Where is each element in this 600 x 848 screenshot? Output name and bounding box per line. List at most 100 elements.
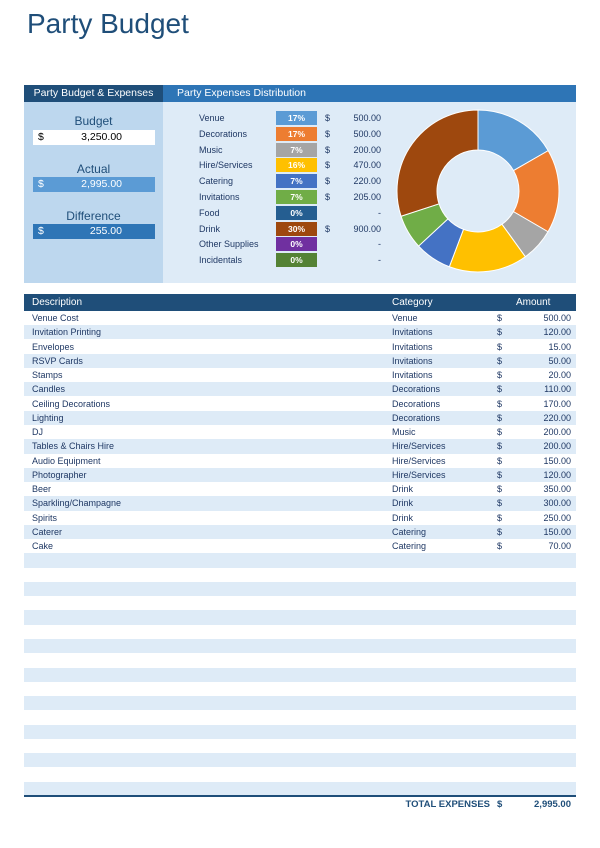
- row-category: Decorations: [392, 384, 441, 395]
- table-row[interactable]: [24, 568, 576, 582]
- row-amount: 70.00: [548, 541, 571, 552]
- row-description: Sparkling/Champagne: [32, 498, 122, 509]
- row-category: Drink: [392, 484, 414, 495]
- row-currency: $: [497, 512, 503, 523]
- distribution-amount: -: [378, 239, 381, 250]
- table-row[interactable]: Spirits Drink $250.00: [24, 511, 576, 525]
- table-row[interactable]: Envelopes Invitations $15.00: [24, 340, 576, 354]
- budget-expenses-header: Party Budget & Expenses: [24, 85, 163, 102]
- table-row[interactable]: [24, 696, 576, 711]
- distribution-amount: 470.00: [353, 160, 381, 171]
- table-row[interactable]: [24, 767, 576, 781]
- row-category: Hire/Services: [392, 469, 446, 480]
- table-row[interactable]: [24, 682, 576, 696]
- row-description: Stamps: [32, 370, 63, 381]
- header-band: Party Budget & Expenses Party Expenses D…: [24, 85, 576, 102]
- row-description: Spirits: [32, 512, 58, 523]
- table-row[interactable]: Cake Catering $70.00: [24, 539, 576, 553]
- difference-currency: $: [38, 225, 44, 237]
- table-row[interactable]: Ceiling Decorations Decorations $170.00: [24, 397, 576, 411]
- table-row[interactable]: DJ Music $200.00: [24, 425, 576, 439]
- row-currency: $: [497, 526, 503, 537]
- table-row[interactable]: [24, 610, 576, 625]
- row-description: Cake: [32, 541, 54, 552]
- difference-field: $ 255.00: [33, 224, 155, 239]
- row-currency: $: [497, 541, 503, 552]
- row-amount: 350.00: [543, 484, 571, 495]
- difference-value: 255.00: [89, 225, 122, 237]
- table-row[interactable]: [24, 553, 576, 568]
- distribution-row: Invitations 7% $205.00: [163, 189, 576, 205]
- table-row[interactable]: [24, 596, 576, 610]
- table-row[interactable]: Venue Cost Venue $500.00: [24, 311, 576, 325]
- distribution-amount: -: [378, 255, 381, 266]
- header-category: Category: [392, 297, 433, 308]
- table-row[interactable]: RSVP Cards Invitations $50.00: [24, 353, 576, 368]
- row-amount: 250.00: [543, 512, 571, 523]
- total-value: 2,995.00: [534, 799, 571, 810]
- row-currency: $: [497, 484, 503, 495]
- table-row[interactable]: Audio Equipment Hire/Services $150.00: [24, 454, 576, 468]
- row-currency: $: [497, 327, 503, 338]
- table-row[interactable]: [24, 667, 576, 682]
- distribution-amount: 205.00: [353, 192, 381, 202]
- distribution-category: Hire/Services: [199, 160, 253, 171]
- table-row[interactable]: Sparkling/Champagne Drink $300.00: [24, 496, 576, 511]
- row-description: DJ: [32, 427, 43, 438]
- table-row[interactable]: Stamps Invitations $20.00: [24, 368, 576, 382]
- distribution-row: Decorations 17% $500.00: [163, 126, 576, 142]
- row-amount: 170.00: [543, 398, 571, 409]
- row-category: Invitations: [392, 341, 433, 352]
- row-amount: 500.00: [543, 313, 571, 323]
- row-description: Photographer: [32, 469, 87, 480]
- row-amount: 150.00: [543, 526, 571, 537]
- table-row[interactable]: Photographer Hire/Services $120.00: [24, 467, 576, 483]
- distribution-currency: $: [325, 144, 331, 155]
- actual-currency: $: [38, 178, 44, 190]
- distribution-row: Music 7% $200.00: [163, 142, 576, 158]
- distribution-percent: 0%: [276, 205, 317, 220]
- table-row[interactable]: Tables & Chairs Hire Hire/Services $200.00: [24, 439, 576, 454]
- distribution-amount: -: [378, 207, 381, 218]
- row-currency: $: [497, 398, 503, 409]
- row-description: Beer: [32, 484, 52, 495]
- row-description: Audio Equipment: [32, 455, 101, 466]
- row-category: Drink: [392, 498, 414, 509]
- distribution-row: Catering 7% $220.00: [163, 173, 576, 189]
- difference-label: Difference: [66, 209, 121, 223]
- distribution-row: Other Supplies 0% -: [163, 236, 576, 252]
- table-row[interactable]: Caterer Catering $150.00: [24, 524, 576, 540]
- distribution-currency: $: [325, 192, 331, 202]
- table-row[interactable]: Invitation Printing Invitations $120.00: [24, 325, 576, 340]
- table-row[interactable]: Beer Drink $350.00: [24, 482, 576, 496]
- row-currency: $: [497, 441, 503, 452]
- distribution-percent: 16%: [276, 158, 317, 173]
- table-row[interactable]: [24, 753, 576, 768]
- row-amount: 120.00: [543, 327, 571, 338]
- table-row[interactable]: [24, 739, 576, 753]
- row-amount: 20.00: [548, 370, 571, 381]
- table-row[interactable]: Candles Decorations $110.00: [24, 382, 576, 397]
- table-row[interactable]: [24, 724, 576, 739]
- distribution-header: Party Expenses Distribution: [177, 87, 306, 99]
- table-row[interactable]: [24, 625, 576, 639]
- row-description: Tables & Chairs Hire: [32, 441, 115, 452]
- distribution-row: Venue 17% $500.00: [163, 110, 576, 126]
- table-row[interactable]: [24, 581, 576, 597]
- row-description: Ceiling Decorations: [32, 398, 111, 409]
- distribution-category: Music: [199, 144, 223, 155]
- row-currency: $: [497, 469, 503, 480]
- distribution-category: Incidentals: [199, 255, 243, 266]
- table-row[interactable]: [24, 653, 576, 667]
- row-currency: $: [497, 412, 503, 423]
- table-row[interactable]: [24, 710, 576, 724]
- distribution-category: Decorations: [199, 128, 248, 139]
- distribution-amount: 500.00: [353, 113, 381, 123]
- distribution-category: Drink: [199, 223, 221, 234]
- budget-field[interactable]: $ 3,250.00: [33, 130, 155, 145]
- table-row[interactable]: [24, 638, 576, 654]
- total-divider: [24, 795, 576, 797]
- table-row[interactable]: Lighting Decorations $220.00: [24, 410, 576, 425]
- row-amount: 50.00: [548, 355, 571, 366]
- table-row[interactable]: [24, 781, 576, 796]
